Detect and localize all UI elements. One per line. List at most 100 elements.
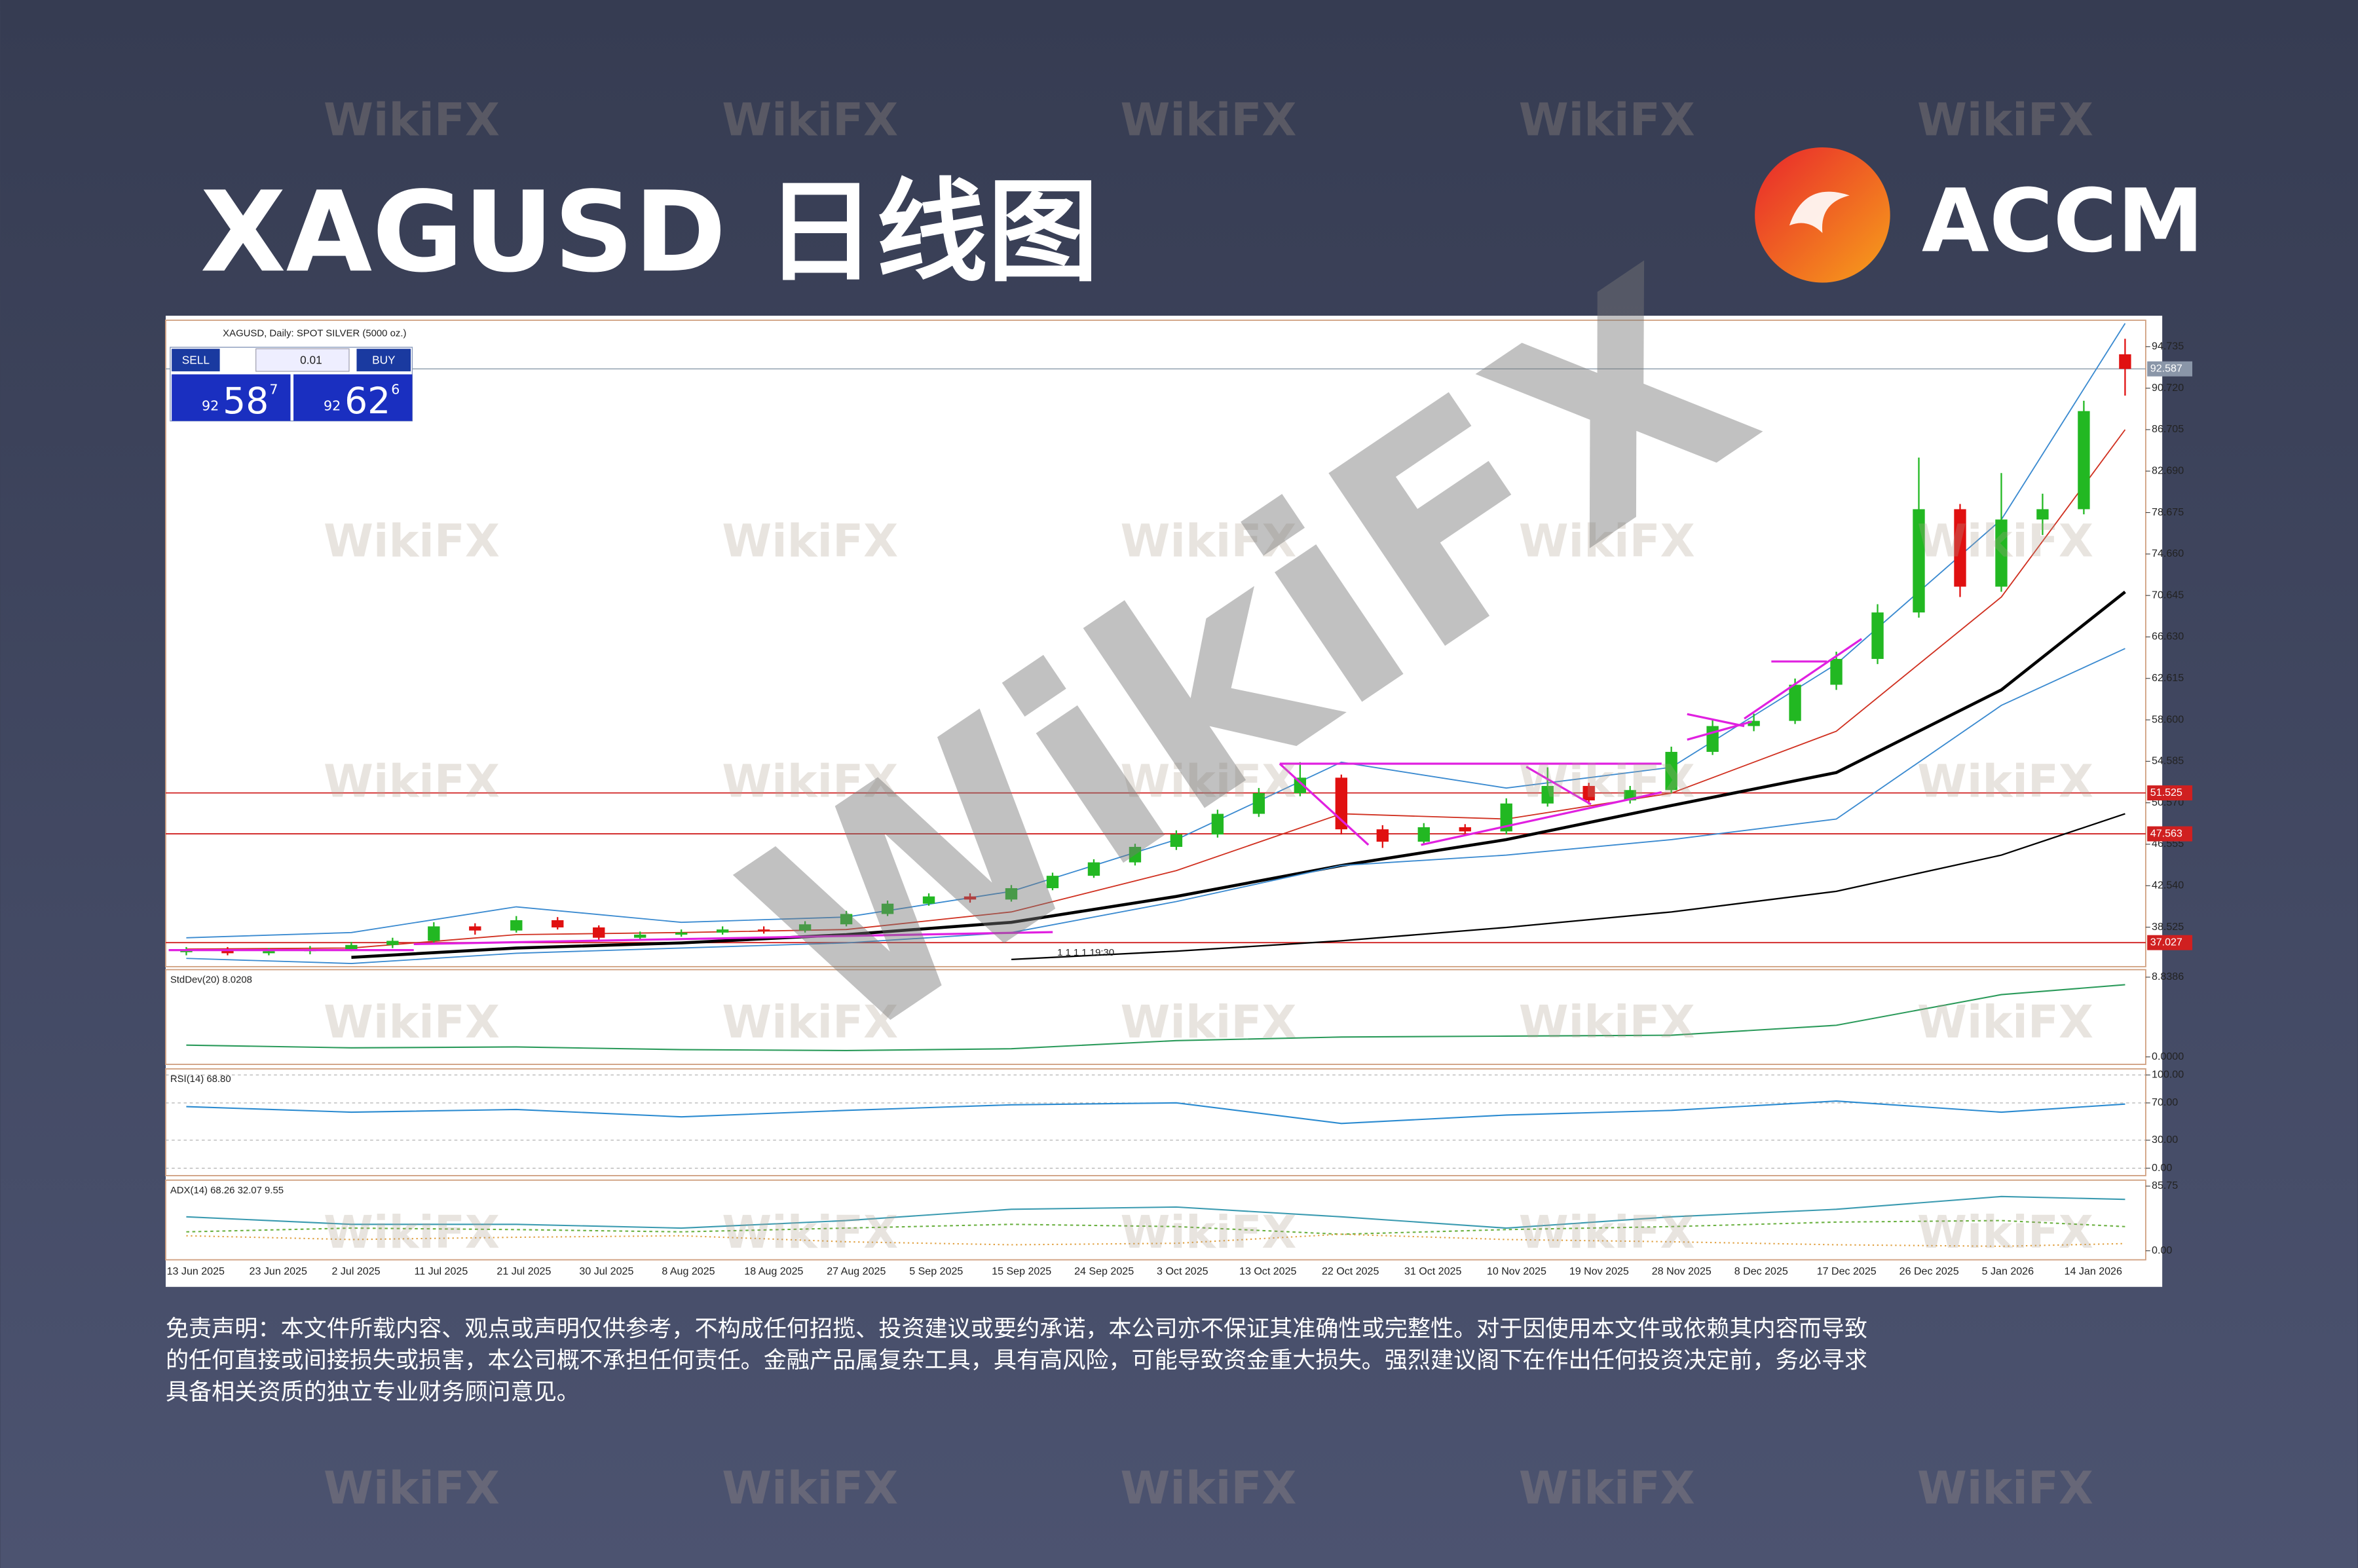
watermark: WikiFX — [1917, 1462, 2093, 1514]
watermark: WikiFX — [324, 1462, 500, 1514]
candle-body — [1830, 659, 1843, 685]
candle-body — [1129, 846, 1142, 863]
sell-button[interactable] — [172, 348, 220, 371]
y-tick-label: 58.600 — [2152, 713, 2184, 725]
x-tick-label: 5 Sep 2025 — [909, 1265, 963, 1277]
x-tick-label: 30 Jul 2025 — [579, 1265, 633, 1277]
watermark: WikiFX — [1519, 515, 1695, 567]
watermark: WikiFX — [722, 756, 898, 808]
watermark: WikiFX — [722, 1462, 898, 1514]
x-tick-label: 13 Oct 2025 — [1239, 1265, 1297, 1277]
candle-body — [1665, 751, 1677, 791]
watermark: WikiFX — [324, 94, 500, 147]
candle-body — [1995, 519, 2008, 587]
candle-body — [1871, 612, 1884, 660]
y-tick-label: 90.720 — [2152, 382, 2184, 394]
period-marker: 1 1 1 1 19:30 — [1057, 948, 1114, 958]
bid-pips: 58 — [223, 380, 269, 422]
candle-body — [1748, 720, 1760, 726]
x-tick-label: 19 Nov 2025 — [1569, 1265, 1629, 1277]
indicator-line — [186, 1100, 2125, 1125]
watermark: WikiFX — [324, 756, 500, 808]
watermark: WikiFX — [1120, 515, 1296, 567]
watermark: WikiFX — [1917, 515, 2093, 567]
y-tick-label: 85.75 — [2152, 1180, 2178, 1191]
logo-text: ACCM — [1922, 170, 2204, 272]
ask-big: 92 — [324, 398, 341, 414]
watermark: WikiFX — [1519, 756, 1695, 808]
level-label: 47.563 — [2150, 827, 2182, 839]
ask-box — [293, 374, 413, 421]
x-tick-label: 24 Sep 2025 — [1074, 1265, 1134, 1277]
y-tick-label: 62.615 — [2152, 672, 2184, 684]
chart-frame — [165, 316, 2163, 1287]
candle-body — [2036, 509, 2049, 520]
bid-box — [172, 374, 291, 421]
candle-body — [1046, 876, 1059, 889]
watermark: WikiFX — [324, 515, 500, 567]
x-tick-label: 23 Jun 2025 — [250, 1265, 307, 1277]
indicator-line — [186, 1233, 2125, 1247]
candle-body — [221, 950, 234, 954]
x-tick-label: 8 Dec 2025 — [1734, 1265, 1788, 1277]
watermark: WikiFX — [722, 1206, 898, 1259]
page-title: XAGUSD 日线图 — [200, 168, 1099, 297]
indicator-panel — [165, 1068, 2146, 1176]
indicator-panel — [165, 969, 2146, 1065]
candle-body — [1541, 785, 1554, 804]
x-tick-label: 28 Nov 2025 — [1652, 1265, 1712, 1277]
candle-body — [1005, 888, 1018, 900]
indicator-line — [186, 1220, 2125, 1235]
y-tick-label: 30.00 — [2152, 1134, 2178, 1146]
y-tick-label: 0.00 — [2152, 1162, 2172, 1174]
indicator-title: StdDev(20) 8.0208 — [170, 975, 252, 985]
candle-body — [1170, 834, 1183, 847]
x-tick-label: 13 Jun 2025 — [167, 1265, 225, 1277]
volume-field[interactable] — [255, 348, 350, 372]
candle-body — [1376, 829, 1389, 842]
candle-body — [1087, 862, 1100, 876]
price-panel — [165, 319, 2146, 967]
candle-body — [922, 896, 935, 904]
bid-big: 92 — [202, 398, 219, 414]
watermark: WikiFX — [1917, 756, 2093, 808]
bid-point: 7 — [269, 381, 278, 397]
candle-body — [593, 927, 605, 938]
candle-body — [1954, 509, 1966, 587]
level-label: 51.525 — [2150, 787, 2182, 798]
moving-average — [186, 648, 2125, 964]
x-tick-label: 15 Sep 2025 — [992, 1265, 1051, 1277]
y-tick-label: 42.540 — [2152, 880, 2184, 891]
watermark: WikiFX — [324, 996, 500, 1049]
candle-body — [716, 929, 729, 933]
candle-body — [345, 944, 358, 950]
disclaimer-line: 免责声明：本文件所载内容、观点或声明仅供参考，不构成任何招揽、投资建议或要约承诺… — [166, 1316, 1867, 1343]
level-label: 37.027 — [2150, 936, 2182, 948]
watermark: WikiFX — [1519, 996, 1695, 1049]
x-tick-label: 8 Aug 2025 — [662, 1265, 715, 1277]
level-tag — [2147, 826, 2193, 842]
y-tick-label: 78.675 — [2152, 506, 2184, 518]
candle-body — [881, 903, 894, 914]
watermark: WikiFX — [722, 515, 898, 567]
candle-body — [469, 926, 481, 931]
watermark: WikiFX — [1519, 1462, 1695, 1514]
x-tick-label: 26 Dec 2025 — [1900, 1265, 1959, 1277]
disclaimer-line: 具备相关资质的独立专业财务顾问意见。 — [166, 1379, 580, 1406]
candle-body — [1706, 726, 1719, 752]
y-tick-label: 74.660 — [2152, 548, 2184, 559]
candle-body — [634, 935, 646, 938]
x-tick-label: 2 Jul 2025 — [332, 1265, 381, 1277]
y-tick-label: 100.00 — [2152, 1068, 2184, 1080]
x-tick-label: 11 Jul 2025 — [414, 1265, 468, 1277]
candle-body — [1789, 684, 1801, 721]
watermark: WikiFX — [1120, 756, 1296, 808]
y-tick-label: 38.525 — [2152, 921, 2184, 933]
buy-button[interactable] — [356, 348, 411, 371]
y-tick-label: 0.0000 — [2152, 1051, 2184, 1062]
watermark: WikiFX — [1917, 94, 2093, 147]
y-tick-label: 86.705 — [2152, 423, 2184, 435]
candle-body — [2078, 411, 2090, 510]
candle-body — [840, 914, 853, 925]
